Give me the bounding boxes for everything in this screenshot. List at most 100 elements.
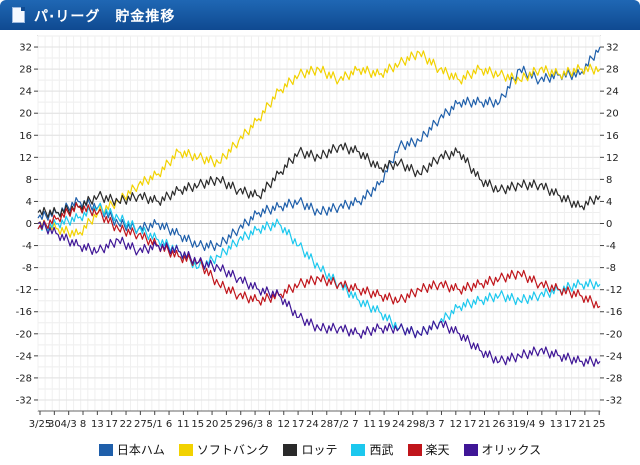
x-tick-label: 12 xyxy=(277,419,290,430)
legend-swatch xyxy=(178,444,193,456)
x-tick-label: 13 xyxy=(91,419,104,430)
legend-item: 日本ハム xyxy=(98,441,165,458)
x-tick-label: 17 xyxy=(464,419,477,430)
legend-label: ソフトバンク xyxy=(196,443,270,457)
y-tick-label: -32 xyxy=(606,395,622,406)
x-tick-label: 24 xyxy=(392,419,405,430)
chart-title: パ·リーグ 貯金推移 xyxy=(34,9,176,25)
y-tick-label: -16 xyxy=(606,307,622,318)
y-tick-label: 4 xyxy=(26,197,32,208)
y-tick-label: 32 xyxy=(19,43,32,54)
y-tick-label: 28 xyxy=(606,65,619,76)
y-tick-label: -16 xyxy=(16,307,32,318)
legend-label: 日本ハム xyxy=(116,443,165,457)
x-tick-label: 21 xyxy=(578,419,591,430)
y-axis-left: 32 28 24 20 16 12 8 4 0 -4 -8 -12 -16 -20 -24 -28 -32 xyxy=(16,43,38,406)
legend-item: ソフトバンク xyxy=(178,441,270,458)
x-tick-label: 13 xyxy=(550,419,563,430)
y-tick-label: -20 xyxy=(606,329,622,340)
x-tick-label: 6 xyxy=(166,419,172,430)
y-tick-label: -12 xyxy=(606,285,622,296)
y-tick-label: 12 xyxy=(19,153,32,164)
x-tick-label: 24 xyxy=(306,419,319,430)
y-tick-label: -12 xyxy=(16,285,32,296)
y-tick-label: 28 xyxy=(19,65,32,76)
grid-major xyxy=(38,46,600,401)
x-tick-label: 25 xyxy=(220,419,233,430)
y-tick-label: -8 xyxy=(22,263,32,274)
x-tick-label: 30 xyxy=(48,419,61,430)
series-line xyxy=(37,221,601,367)
y-tick-label: 24 xyxy=(19,87,32,98)
legend-swatch xyxy=(463,444,478,456)
legend-swatch xyxy=(351,444,366,456)
x-tick-label: 3/25 xyxy=(29,419,51,430)
legend-item: 西武 xyxy=(351,441,394,458)
x-tick-label: 20 xyxy=(206,419,219,430)
series-lines xyxy=(37,46,601,367)
y-tick-label: 20 xyxy=(19,109,32,120)
y-tick-label: -8 xyxy=(606,263,616,274)
x-tick-label: 26 xyxy=(492,419,505,430)
x-tick-label: 5/1 xyxy=(147,419,163,430)
legend-label: ロッテ xyxy=(301,443,338,457)
x-tick-label: 4/3 xyxy=(61,419,77,430)
x-tick-label: 15 xyxy=(191,419,204,430)
document-icon xyxy=(12,7,25,23)
x-tick-label: 27 xyxy=(134,419,147,430)
series-line xyxy=(37,50,601,238)
x-tick-label: 17 xyxy=(292,419,305,430)
x-tick-label: 21 xyxy=(478,419,491,430)
y-tick-label: -24 xyxy=(16,351,32,362)
series-line xyxy=(37,202,601,339)
x-tick-label: 11 xyxy=(363,419,376,430)
legend-swatch xyxy=(407,444,422,456)
y-tick-label: 16 xyxy=(606,131,619,142)
x-tick-label: 9/4 xyxy=(519,419,535,430)
x-tick-label: 7 xyxy=(438,419,444,430)
y-tick-label: 16 xyxy=(19,131,32,142)
legend-label: オリックス xyxy=(481,443,542,457)
y-tick-label: 24 xyxy=(606,87,619,98)
x-tick-label: 7/2 xyxy=(333,419,349,430)
x-tick-label: 12 xyxy=(449,419,462,430)
y-tick-label: -28 xyxy=(16,373,32,384)
y-tick-label: -28 xyxy=(606,373,622,384)
legend-label: 西武 xyxy=(369,443,394,457)
y-tick-label: 0 xyxy=(606,219,612,230)
x-tick-label: 9 xyxy=(539,419,545,430)
y-axis-right: 32 28 24 20 16 12 8 4 0 -4 -8 -12 -16 -20 -24 -28 -32 xyxy=(600,43,622,406)
x-tick-label: 28 xyxy=(320,419,333,430)
x-tick-label: 6/3 xyxy=(247,419,263,430)
legend-item: オリックス xyxy=(463,441,542,458)
x-tick-label: 7 xyxy=(352,419,358,430)
x-tick-label: 29 xyxy=(406,419,419,430)
y-tick-label: -4 xyxy=(22,241,32,252)
legend: 日本ハム ソフトバンク ロッテ 西武 楽天 オリックス xyxy=(0,441,640,461)
legend-swatch xyxy=(98,444,113,456)
y-tick-label: 32 xyxy=(606,43,619,54)
y-tick-label: 0 xyxy=(26,219,32,230)
x-tick-label: 29 xyxy=(234,419,247,430)
legend-item: 楽天 xyxy=(407,441,450,458)
title-bar: パ·リーグ 貯金推移 xyxy=(0,0,640,30)
x-tick-label: 19 xyxy=(378,419,391,430)
x-tick-label: 22 xyxy=(120,419,133,430)
x-tick-label: 8/3 xyxy=(419,419,435,430)
y-tick-label: -32 xyxy=(16,395,32,406)
y-tick-label: 8 xyxy=(606,175,612,186)
series-line xyxy=(37,142,601,218)
x-tick-label: 17 xyxy=(564,419,577,430)
legend-swatch xyxy=(283,444,298,456)
x-tick-label: 17 xyxy=(105,419,118,430)
series-line xyxy=(37,202,601,309)
y-tick-label: 4 xyxy=(606,197,612,208)
x-tick-label: 11 xyxy=(177,419,190,430)
x-tick-label: 31 xyxy=(507,419,520,430)
x-tick-label: 8 xyxy=(80,419,86,430)
y-tick-label: -4 xyxy=(606,241,616,252)
x-tick-label: 25 xyxy=(593,419,606,430)
legend-label: 楽天 xyxy=(425,443,450,457)
